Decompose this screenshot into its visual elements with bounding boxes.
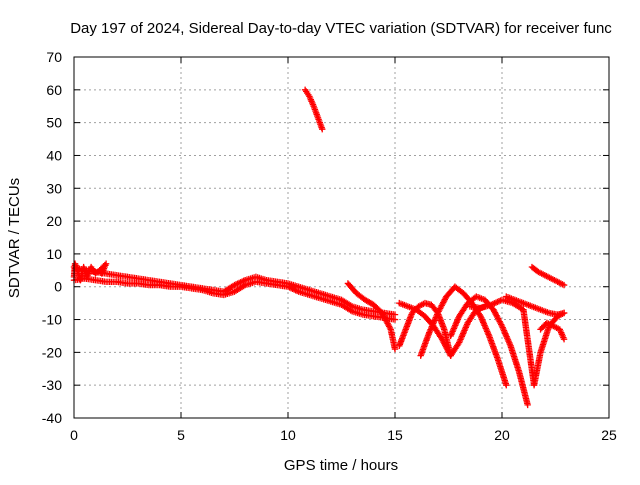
data-point bbox=[560, 281, 568, 289]
data-point bbox=[319, 126, 326, 133]
data-layer bbox=[70, 86, 568, 409]
y-tick-label: -10 bbox=[42, 312, 62, 328]
y-tick-label: 10 bbox=[46, 246, 62, 262]
x-tick-label: 0 bbox=[70, 427, 78, 443]
data-point bbox=[560, 336, 568, 343]
y-tick-label: 50 bbox=[46, 115, 62, 131]
x-axis-label: GPS time / hours bbox=[284, 457, 398, 474]
x-tick-label: 25 bbox=[601, 427, 617, 443]
y-tick-label: 60 bbox=[46, 82, 62, 98]
data-point bbox=[98, 270, 106, 277]
y-tick-label: 0 bbox=[54, 279, 62, 295]
y-tick-label: 20 bbox=[46, 213, 62, 229]
y-tick-label: 30 bbox=[46, 180, 62, 196]
y-tick-label: -40 bbox=[42, 410, 62, 426]
data-point bbox=[560, 309, 568, 317]
y-tick-label: -30 bbox=[42, 377, 62, 393]
data-point bbox=[524, 401, 531, 409]
x-tick-label: 15 bbox=[387, 427, 403, 443]
data-point bbox=[503, 381, 510, 389]
axis-layer: 0 5 10 15 20 25 -40 -30 -20 -10 0 10 20 30 40 50 60 70 bbox=[42, 49, 617, 443]
y-tick-label: 40 bbox=[46, 147, 62, 163]
data-point bbox=[391, 345, 399, 353]
y-tick-label: -20 bbox=[42, 344, 62, 360]
plot-frame bbox=[73, 56, 610, 419]
chart-title: Day 197 of 2024, Sidereal Day-to-day VTE… bbox=[70, 20, 612, 37]
y-axis-label: SDTVAR / TECUs bbox=[6, 178, 23, 298]
x-tick-label: 20 bbox=[494, 427, 510, 443]
y-tick-label: 70 bbox=[46, 49, 62, 65]
x-tick-label: 5 bbox=[177, 427, 185, 443]
x-tick-label: 10 bbox=[280, 427, 296, 443]
data-point bbox=[391, 316, 399, 323]
